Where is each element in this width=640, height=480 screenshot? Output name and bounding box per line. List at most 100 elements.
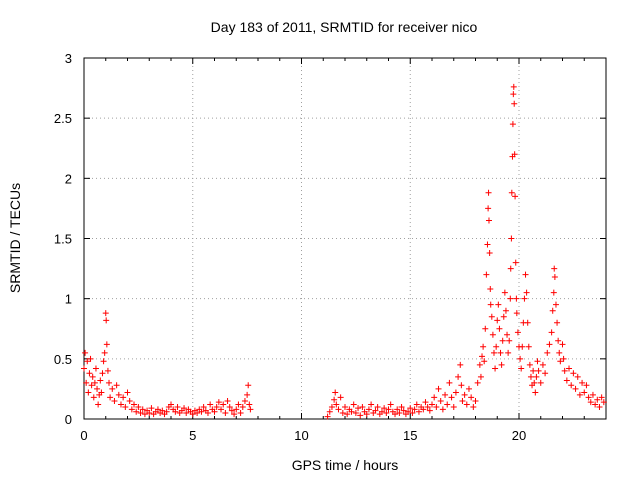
data-point bbox=[480, 343, 487, 350]
data-point bbox=[103, 341, 110, 348]
data-point bbox=[126, 397, 133, 404]
data-point bbox=[415, 408, 422, 415]
data-point bbox=[557, 358, 564, 365]
data-point bbox=[189, 411, 196, 418]
data-point bbox=[519, 343, 526, 350]
data-point bbox=[420, 406, 427, 413]
data-point bbox=[487, 301, 494, 308]
data-point bbox=[518, 365, 525, 372]
data-point bbox=[429, 401, 435, 408]
data-point bbox=[526, 361, 533, 368]
data-point bbox=[104, 367, 111, 374]
data-point bbox=[509, 121, 516, 128]
data-point bbox=[507, 265, 514, 272]
x-tick-label: 10 bbox=[294, 428, 308, 443]
data-point bbox=[548, 329, 555, 336]
data-point bbox=[106, 379, 113, 386]
data-point bbox=[385, 406, 392, 413]
data-point bbox=[495, 301, 502, 308]
data-point bbox=[483, 271, 490, 278]
data-point bbox=[328, 403, 335, 410]
data-point bbox=[357, 412, 364, 419]
data-point bbox=[98, 389, 105, 396]
data-point bbox=[396, 409, 403, 416]
data-point bbox=[148, 405, 155, 412]
data-point bbox=[124, 389, 131, 396]
data-point bbox=[490, 349, 497, 356]
data-point bbox=[521, 295, 528, 302]
data-point bbox=[387, 401, 394, 408]
data-point bbox=[587, 399, 594, 406]
data-point bbox=[482, 325, 489, 332]
data-point bbox=[398, 403, 405, 410]
data-point bbox=[109, 385, 116, 392]
data-point bbox=[506, 337, 513, 344]
data-point bbox=[135, 403, 142, 410]
data-point bbox=[535, 367, 542, 374]
data-point bbox=[83, 379, 90, 386]
data-point bbox=[426, 407, 433, 414]
data-point bbox=[493, 343, 500, 350]
data-point bbox=[133, 408, 140, 415]
data-point bbox=[555, 337, 562, 344]
data-point bbox=[594, 396, 601, 403]
data-point bbox=[92, 365, 99, 372]
data-point bbox=[549, 307, 556, 314]
data-point bbox=[368, 401, 375, 408]
data-point bbox=[510, 91, 517, 98]
data-point bbox=[472, 397, 479, 404]
data-point bbox=[496, 325, 503, 332]
data-point bbox=[598, 394, 605, 401]
data-point bbox=[574, 373, 581, 380]
data-point bbox=[537, 379, 544, 386]
data-point bbox=[531, 379, 538, 386]
data-point bbox=[174, 403, 181, 410]
data-point bbox=[572, 385, 579, 392]
data-point bbox=[87, 355, 94, 362]
data-point bbox=[237, 409, 244, 416]
data-point bbox=[213, 403, 220, 410]
data-point bbox=[331, 396, 338, 403]
data-point bbox=[139, 406, 146, 413]
data-point bbox=[239, 403, 246, 410]
data-point bbox=[168, 401, 174, 408]
data-point bbox=[154, 406, 161, 413]
data-point bbox=[484, 241, 491, 248]
data-point bbox=[474, 379, 481, 386]
data-point bbox=[400, 407, 407, 414]
data-point bbox=[231, 411, 238, 418]
data-point bbox=[559, 341, 566, 348]
data-point bbox=[431, 394, 438, 401]
data-point bbox=[90, 394, 97, 401]
data-point bbox=[477, 373, 484, 380]
data-point bbox=[579, 379, 586, 386]
data-point bbox=[235, 401, 242, 408]
data-point bbox=[220, 401, 227, 408]
data-point bbox=[333, 401, 340, 408]
data-point bbox=[459, 397, 466, 404]
data-point bbox=[499, 337, 506, 344]
data-point bbox=[560, 355, 567, 362]
data-point bbox=[585, 394, 592, 401]
data-point bbox=[111, 397, 118, 404]
data-point bbox=[365, 406, 372, 413]
data-point bbox=[117, 401, 124, 408]
data-point bbox=[226, 403, 233, 410]
data-point bbox=[233, 406, 240, 413]
data-point bbox=[122, 403, 129, 410]
data-point bbox=[241, 397, 248, 404]
y-tick-label: 3 bbox=[65, 51, 72, 66]
data-point bbox=[424, 403, 431, 410]
chart-title: Day 183 of 2011, SRMTID for receiver nic… bbox=[211, 19, 478, 35]
data-point bbox=[378, 408, 385, 415]
data-point bbox=[131, 401, 138, 408]
data-point bbox=[514, 329, 521, 336]
y-tick-label: 2 bbox=[65, 171, 72, 186]
data-point bbox=[511, 100, 518, 107]
data-point bbox=[500, 313, 507, 320]
data-point bbox=[244, 391, 251, 398]
data-point bbox=[411, 406, 418, 413]
data-point bbox=[517, 355, 524, 362]
data-point bbox=[413, 401, 420, 408]
data-point bbox=[228, 407, 235, 414]
